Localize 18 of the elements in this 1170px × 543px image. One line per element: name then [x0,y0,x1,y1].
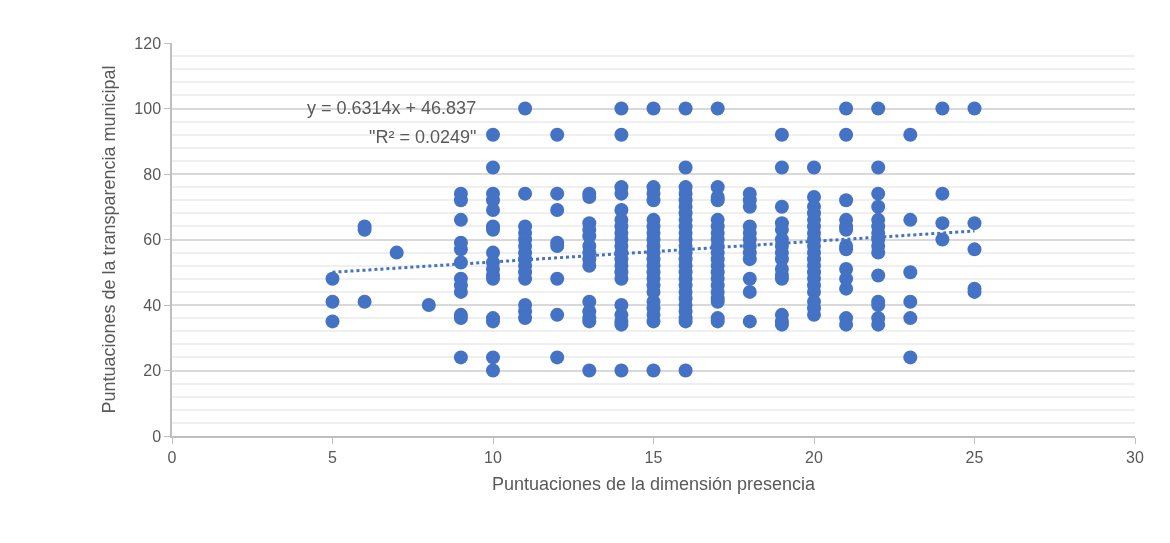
x-tick-label: 0 [167,448,177,466]
annotation: y = 0.6314x + 46.837 [307,98,477,118]
y-tick-label: 80 [143,165,162,183]
x-tick-label: 15 [644,448,663,466]
x-tick-label: 5 [328,448,338,466]
y-axis-title: Puntuaciones de la transparencia municipal [99,65,120,414]
x-axis-title: Puntuaciones de la dimensión presencia [491,473,817,494]
x-tick-label: 10 [484,448,502,466]
y-tick-label: 20 [143,362,162,380]
y-tick-label: 100 [134,100,162,118]
y-tick-label: 0 [152,427,162,445]
y-tick-label: 60 [143,231,162,249]
y-tick-label: 120 [134,34,162,52]
x-tick-label: 30 [1126,448,1144,466]
y-tick-label: 40 [143,296,162,314]
x-tick-label: 20 [805,448,823,466]
x-tick-label: 25 [965,448,984,466]
annotation: "R² = 0.0249" [369,127,477,147]
